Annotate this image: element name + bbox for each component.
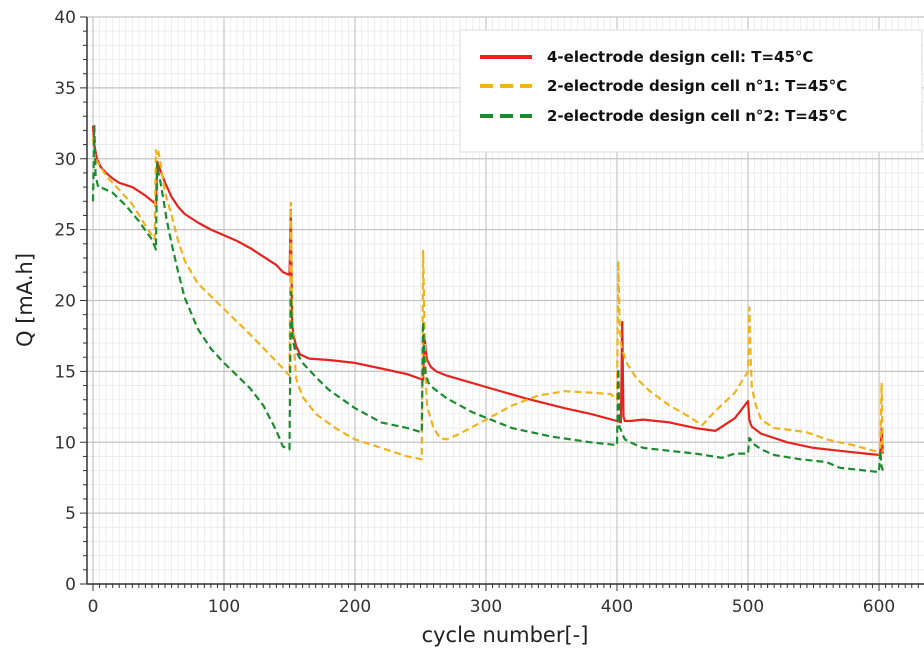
y-tick-label: 20 bbox=[54, 292, 76, 312]
x-tick-label: 400 bbox=[601, 597, 633, 617]
x-tick-label: 300 bbox=[470, 597, 502, 617]
x-tick-label: 100 bbox=[208, 597, 240, 617]
legend-label-3: 2-electrode design cell n°2: T=45°C bbox=[547, 107, 847, 125]
legend-box bbox=[459, 29, 923, 153]
y-tick-label: 25 bbox=[54, 221, 76, 241]
series-layer bbox=[91, 123, 884, 474]
legend: 4-electrode design cell: T=45°C 2-electr… bbox=[459, 29, 923, 153]
x-tick-label: 500 bbox=[732, 597, 764, 617]
x-axis-label: cycle number[-] bbox=[422, 623, 589, 647]
series-line-1 bbox=[91, 126, 884, 457]
y-tick-label: 15 bbox=[54, 362, 76, 382]
x-tick-label: 200 bbox=[339, 597, 371, 617]
y-tick-label: 10 bbox=[54, 433, 76, 453]
y-tick-label: 5 bbox=[65, 504, 76, 524]
series-line-3 bbox=[91, 123, 884, 474]
y-tick-label: 35 bbox=[54, 79, 76, 99]
x-tick-label: 0 bbox=[88, 597, 99, 617]
legend-label-2: 2-electrode design cell n°1: T=45°C bbox=[547, 77, 847, 95]
y-tick-label: 0 bbox=[65, 575, 76, 595]
y-axis-label: Q [mA.h] bbox=[13, 253, 37, 347]
tick-labels: 0 100 200 300 400 500 600 0 5 10 15 20 25 30 35 40 bbox=[54, 8, 895, 617]
y-tick-label: 40 bbox=[54, 8, 76, 28]
legend-label-1: 4-electrode design cell: T=45°C bbox=[547, 48, 813, 66]
y-tick-label: 30 bbox=[54, 150, 76, 170]
axes bbox=[80, 16, 924, 591]
x-tick-label: 600 bbox=[863, 597, 895, 617]
